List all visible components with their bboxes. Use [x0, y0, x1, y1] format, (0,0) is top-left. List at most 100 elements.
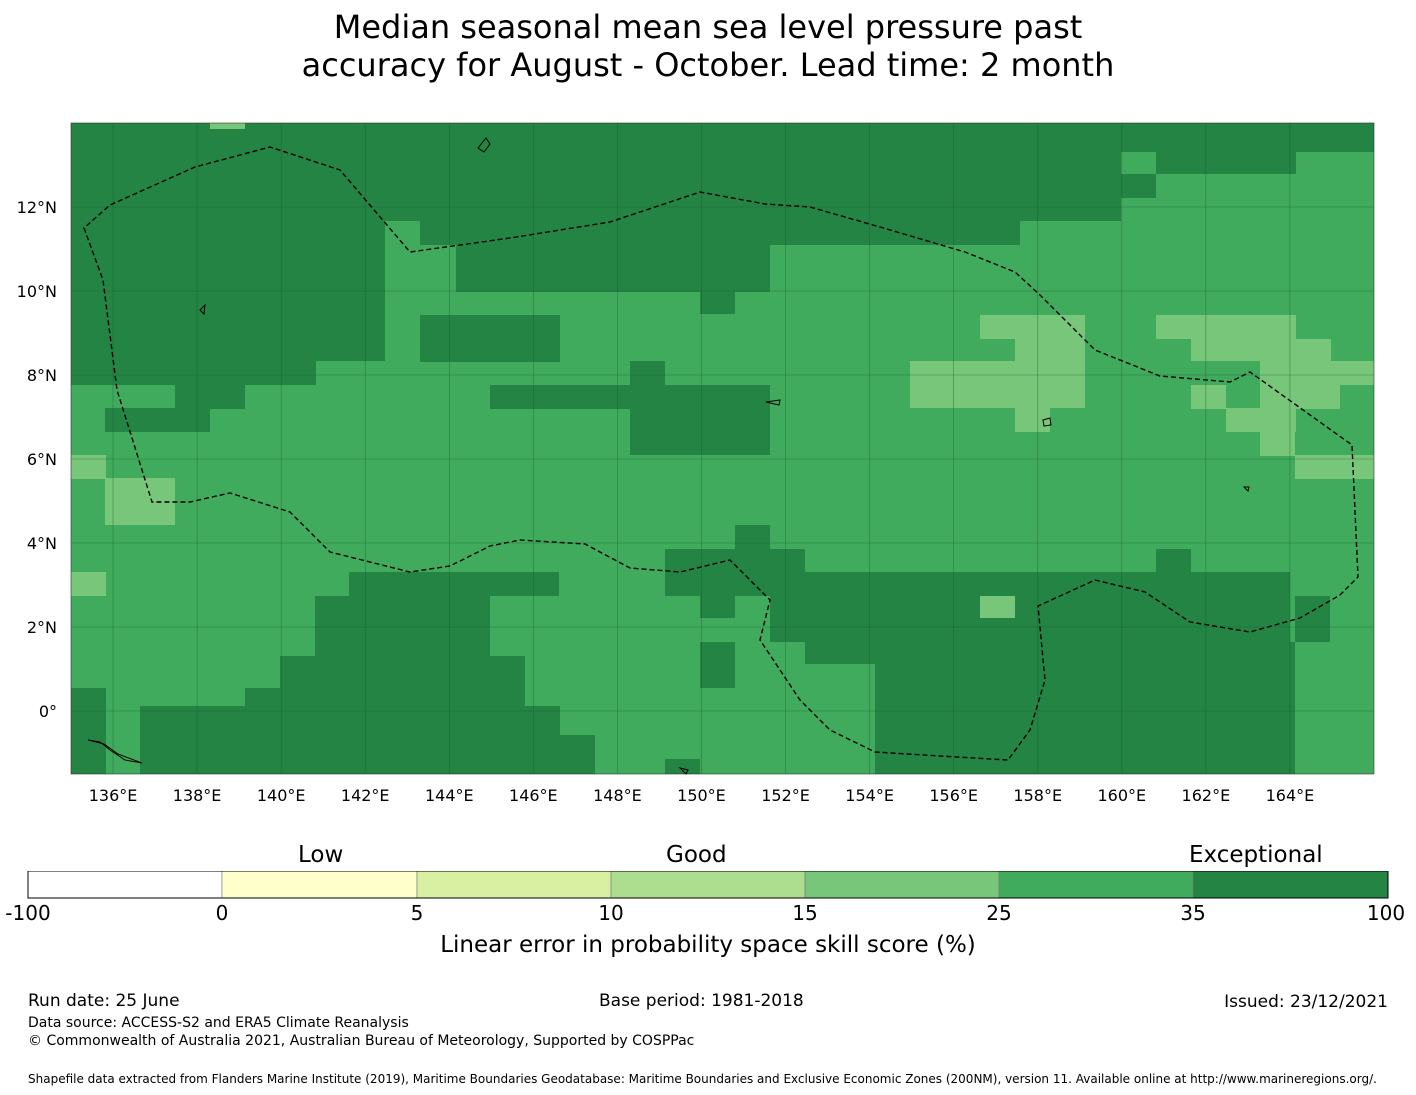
- lat-tick-label: 10°N: [17, 282, 57, 301]
- colorbar-segment: [416, 871, 612, 899]
- skill-cell: [71, 455, 106, 479]
- skill-cell: [71, 361, 316, 385]
- skill-cell: [280, 656, 525, 706]
- colorbar-segment: [610, 871, 806, 899]
- run-date: Run date: 25 June: [28, 991, 180, 1011]
- lon-tick-label: 148°E: [593, 786, 642, 805]
- skill-cell: [1260, 385, 1340, 409]
- colorbar-category-good: Good: [666, 842, 727, 868]
- lat-tick-label: 12°N: [17, 198, 57, 217]
- colorbar-category-exceptional: Exceptional: [1189, 842, 1323, 868]
- skill-cell: [245, 688, 280, 706]
- colorbar-tick: 5: [410, 901, 424, 925]
- skill-score-grid: [71, 123, 1374, 774]
- colorbar-tick: 100: [1366, 901, 1406, 925]
- colorbar-tick: 35: [1180, 901, 1206, 925]
- skill-cell: [420, 315, 560, 362]
- lat-tick-label: 6°N: [27, 450, 57, 469]
- skill-cell: [1156, 152, 1296, 174]
- lat-tick-label: 4°N: [27, 534, 57, 553]
- title-line-1: Median seasonal mean sea level pressure …: [333, 8, 1083, 46]
- colorbar-tick: 15: [792, 901, 818, 925]
- skill-cell: [1191, 385, 1226, 409]
- longitude-tick-labels: 136°E 138°E 140°E 142°E 144°E 146°E 148°E 150°E…: [89, 786, 1315, 805]
- lat-tick-label: 8°N: [27, 366, 57, 385]
- skill-cell: [315, 596, 490, 656]
- skill-cell: [105, 478, 175, 525]
- island-outlines: [87, 137, 1250, 775]
- skill-cell: [805, 642, 875, 664]
- colorbar-tick: 25: [986, 901, 1012, 925]
- skill-cell: [665, 549, 805, 596]
- eez-boundary: [83, 146, 1359, 761]
- lon-tick-label: 150°E: [677, 786, 726, 805]
- colorbar-segment: [27, 871, 223, 899]
- skill-cell: [1156, 315, 1296, 339]
- lon-tick-label: 138°E: [173, 786, 222, 805]
- skill-cell: [1260, 432, 1295, 456]
- colorbar-segment: [998, 871, 1194, 899]
- skill-cell: [1121, 174, 1156, 198]
- colorbar-segment: [1192, 871, 1389, 899]
- colorbar-category-low: Low: [298, 842, 344, 868]
- colorbar-tick: 0: [215, 901, 229, 925]
- colorbar-segment: [804, 871, 1000, 899]
- skill-cell: [71, 688, 106, 774]
- skill-cell: [140, 706, 560, 774]
- shapefile-credit: Shapefile data extracted from Flanders M…: [28, 1072, 1377, 1086]
- skill-cell: [980, 596, 1015, 618]
- map-gridlines: [71, 123, 1374, 774]
- skill-cell: [105, 408, 210, 432]
- skill-cell: [349, 572, 559, 596]
- skill-cell: [910, 361, 1085, 408]
- lon-tick-label: 140°E: [257, 786, 306, 805]
- colorbar-segment: [221, 871, 418, 899]
- data-source: Data source: ACCESS-S2 and ERA5 Climate …: [28, 1015, 409, 1031]
- skill-cell: [1295, 596, 1330, 642]
- lon-tick-label: 162°E: [1182, 786, 1231, 805]
- skill-map: 136°E 138°E 140°E 142°E 144°E 146°E 148°E 150°E…: [17, 122, 1375, 805]
- lon-tick-label: 160°E: [1097, 786, 1146, 805]
- skill-cell: [71, 572, 106, 596]
- skill-cell: [630, 361, 665, 385]
- skill-cell: [1260, 361, 1374, 385]
- skill-cell: [1156, 549, 1191, 573]
- skill-cell: [770, 572, 1290, 642]
- base-period: Base period: 1981-2018: [599, 991, 804, 1011]
- skill-cell: [210, 123, 245, 129]
- lat-tick-label: 2°N: [27, 618, 57, 637]
- lon-tick-label: 158°E: [1013, 786, 1062, 805]
- lon-tick-label: 136°E: [89, 786, 138, 805]
- skill-cell: [1226, 408, 1296, 432]
- lon-tick-label: 146°E: [509, 786, 558, 805]
- skill-cell: [875, 642, 1295, 774]
- skill-cell: [665, 759, 700, 774]
- lon-tick-label: 144°E: [425, 786, 474, 805]
- skill-cell: [456, 245, 770, 292]
- map-frame: [70, 122, 1375, 775]
- skill-cell: [175, 385, 245, 409]
- skill-cell: [700, 642, 735, 688]
- copyright: © Commonwealth of Australia 2021, Austra…: [28, 1033, 695, 1049]
- skill-cell: [420, 221, 1020, 245]
- lon-tick-label: 164°E: [1266, 786, 1315, 805]
- colorbar-tick: 10: [598, 901, 624, 925]
- lon-tick-label: 156°E: [929, 786, 978, 805]
- skill-cell: [1295, 455, 1374, 479]
- lon-tick-label: 142°E: [341, 786, 390, 805]
- skill-cell: [1121, 123, 1374, 152]
- lon-tick-label: 152°E: [761, 786, 810, 805]
- lat-tick-label: 0°: [39, 702, 57, 721]
- title-line-2: accuracy for August - October. Lead time…: [301, 46, 1115, 84]
- colorbar-title: Linear error in probability space skill …: [440, 932, 976, 958]
- skill-cell: [980, 315, 1085, 339]
- skill-cell: [71, 123, 1121, 221]
- skill-cell: [735, 525, 770, 549]
- colorbar: [27, 871, 1389, 899]
- lon-tick-label: 154°E: [845, 786, 894, 805]
- colorbar-frame: [27, 871, 1389, 899]
- skill-cell: [700, 292, 735, 314]
- latitude-tick-labels: 12°N 10°N 8°N 6°N 4°N 2°N 0°: [17, 198, 57, 721]
- skill-cell: [630, 408, 770, 455]
- skill-cell: [1191, 339, 1331, 361]
